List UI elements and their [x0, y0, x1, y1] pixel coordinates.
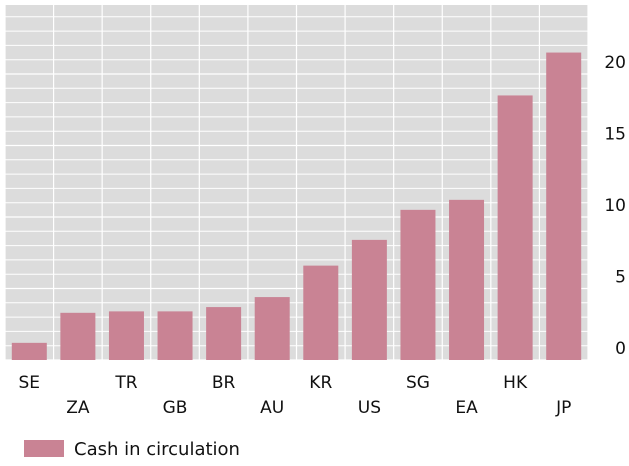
y-axis-labels: 0 5 10 15 20 [604, 53, 626, 359]
y-tick-label: 0 [615, 339, 626, 359]
bar-kr [303, 265, 339, 360]
bar-jp [546, 52, 582, 361]
x-tick-label: TR [114, 373, 137, 393]
x-tick-label: JP [555, 398, 571, 418]
y-tick-label: 10 [604, 196, 626, 216]
x-tick-label: HK [503, 373, 528, 393]
x-tick-label: GB [163, 398, 188, 418]
bar-us [351, 239, 387, 360]
x-tick-label: KR [309, 373, 332, 393]
legend: Cash in circulation [24, 439, 240, 460]
bar-se [11, 342, 47, 360]
x-tick-label: BR [212, 373, 236, 393]
bar-ea [449, 199, 485, 360]
x-tick-label: AU [260, 398, 284, 418]
x-tick-label: US [358, 398, 381, 418]
legend-label: Cash in circulation [74, 439, 240, 460]
bar-za [60, 312, 96, 360]
x-tick-label: ZA [66, 398, 90, 418]
bar-sg [400, 209, 436, 360]
bar-br [206, 307, 242, 360]
y-tick-label: 15 [604, 125, 626, 145]
bar-hk [497, 95, 533, 360]
bar-tr [108, 311, 144, 360]
y-tick-label: 5 [615, 268, 626, 288]
x-tick-label: SE [19, 373, 41, 393]
x-tick-label: EA [455, 398, 478, 418]
bar-au [254, 297, 290, 360]
x-tick-label: SG [406, 373, 430, 393]
x-axis-labels: SE ZA TR GB BR AU KR US SG EA HK JP [19, 373, 572, 418]
bars [11, 52, 582, 361]
legend-swatch [24, 440, 64, 457]
bar-gb [157, 311, 193, 360]
y-tick-label: 20 [604, 53, 626, 73]
grid [4, 5, 589, 361]
